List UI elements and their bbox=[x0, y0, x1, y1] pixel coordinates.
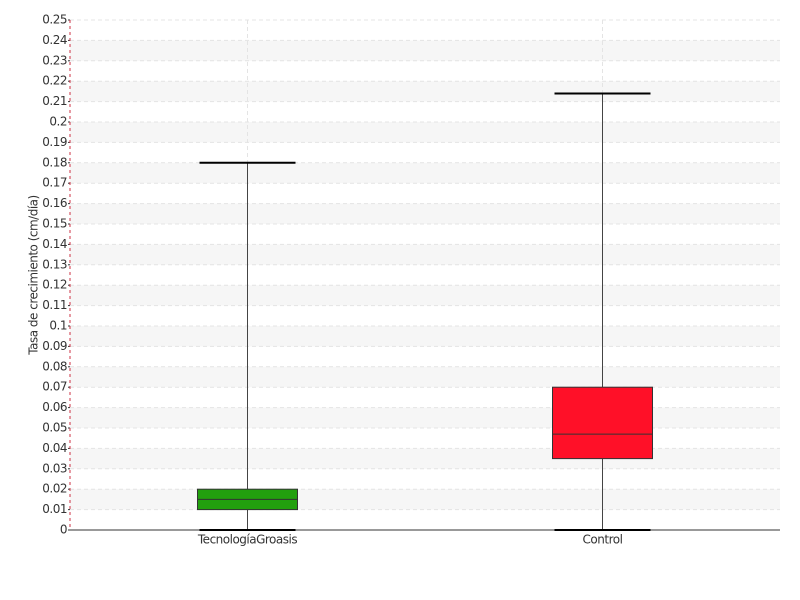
y-tick-label: 0.21 bbox=[42, 94, 67, 108]
y-tick-label: 0.03 bbox=[42, 461, 67, 475]
y-tick-label: 0 bbox=[60, 523, 67, 537]
y-tick-label: 0.1 bbox=[49, 319, 67, 333]
y-tick-label: 0.25 bbox=[42, 13, 67, 27]
y-tick-label: 0.08 bbox=[42, 359, 67, 373]
y-tick-label: 0.14 bbox=[42, 237, 67, 251]
y-tick-label: 0.05 bbox=[42, 421, 67, 435]
y-axis-label: Tasa de crecimiento (cm/día) bbox=[27, 195, 41, 355]
x-tick-label: Control bbox=[583, 533, 623, 547]
y-tick-label: 0.22 bbox=[42, 74, 67, 88]
y-tick-label: 0.13 bbox=[42, 257, 67, 271]
y-tick-label: 0.15 bbox=[42, 217, 67, 231]
grid-band bbox=[70, 244, 780, 265]
x-tick-label: TecnologíaGroasis bbox=[197, 533, 297, 547]
grid-band bbox=[70, 489, 780, 510]
y-tick-label: 0.06 bbox=[42, 400, 67, 414]
y-tick-label: 0.18 bbox=[42, 155, 67, 169]
y-tick-label: 0.24 bbox=[42, 33, 67, 47]
y-tick-label: 0.01 bbox=[42, 502, 67, 516]
grid-band bbox=[70, 122, 780, 143]
y-tick-label: 0.11 bbox=[42, 298, 67, 312]
grid-band bbox=[70, 448, 780, 469]
grid-band bbox=[70, 407, 780, 428]
grid-band bbox=[70, 203, 780, 224]
y-tick-label: 0.09 bbox=[42, 339, 67, 353]
y-tick-label: 0.23 bbox=[42, 53, 67, 67]
y-tick-label: 0.12 bbox=[42, 278, 67, 292]
box bbox=[552, 386, 653, 460]
y-tick-label: 0.17 bbox=[42, 176, 67, 190]
grid-band bbox=[70, 366, 780, 388]
grid-band bbox=[70, 40, 780, 61]
y-tick-label: 0.16 bbox=[42, 196, 67, 210]
y-tick-label: 0.19 bbox=[42, 135, 67, 149]
grid-band bbox=[70, 162, 780, 184]
grid-band bbox=[70, 326, 780, 347]
y-tick-label: 0.2 bbox=[49, 115, 67, 129]
y-tick-label: 0.04 bbox=[42, 441, 67, 455]
y-tick-label: 0.02 bbox=[42, 482, 67, 496]
grid-band bbox=[70, 285, 780, 306]
grid-band bbox=[70, 81, 780, 102]
y-tick-label: 0.07 bbox=[42, 380, 67, 394]
